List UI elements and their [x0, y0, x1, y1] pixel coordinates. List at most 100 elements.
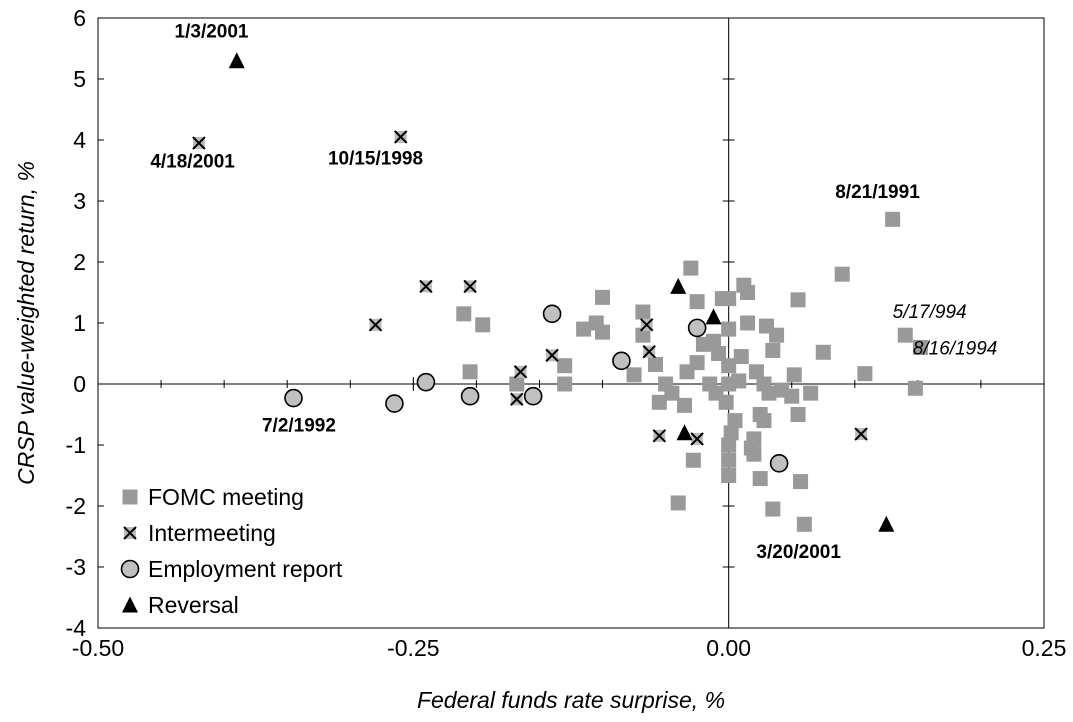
fomc-point: [475, 317, 491, 333]
intermeeting-point: [192, 136, 206, 150]
intermeeting-point: [545, 348, 559, 363]
y-axis-title: CRSP value-weighted return, %: [13, 161, 39, 485]
fomc-point: [786, 367, 802, 383]
intermeeting-point: [652, 429, 667, 443]
fomc-point: [727, 413, 743, 429]
fomc-point: [912, 339, 928, 355]
fomc-point: [721, 358, 737, 374]
fomc-point: [462, 364, 478, 380]
fomc-point: [689, 355, 705, 371]
fomc-point: [761, 385, 777, 401]
fomc-point: [733, 349, 749, 365]
fomc-point: [648, 356, 664, 372]
employment-point: [460, 386, 480, 406]
legend-label: FOMC meeting: [148, 484, 304, 510]
intermeeting-point-stroke: [652, 429, 667, 443]
y-tick-label: -2: [66, 493, 86, 519]
x-axis-title: Federal funds rate surprise, %: [417, 687, 725, 713]
legend-label: Employment report: [148, 556, 343, 582]
fomc-point: [796, 516, 812, 532]
fomc-point: [711, 346, 727, 361]
intermeeting-point-stroke: [463, 279, 477, 294]
fomc-point: [721, 437, 737, 453]
fomc-point: [685, 452, 701, 468]
x-tick-label: -0.50: [72, 635, 124, 661]
y-tick-label: 4: [73, 127, 86, 153]
axes: -4 -3 -2 -1 0 1 2 3 4 5 6 -0.50 -0.25 0.00 0.25: [66, 5, 1067, 661]
annotation-label: 3/20/2001: [756, 542, 841, 563]
intermeeting-point-stroke: [510, 392, 524, 406]
intermeeting-point-stroke: [690, 432, 704, 446]
fomc-point: [834, 266, 850, 282]
intermeeting-point-stroke: [192, 136, 206, 150]
fomc-point: [885, 211, 901, 227]
intermeeting-point-stroke: [854, 427, 868, 441]
fomc-point: [626, 367, 642, 383]
fomc-point: [721, 321, 737, 337]
x-tick-label: 0.25: [1022, 635, 1067, 661]
fomc-point: [857, 366, 873, 382]
legend-intermeeting-marker: [123, 526, 137, 540]
intermeeting-point: [510, 392, 524, 406]
fomc-point: [756, 413, 772, 429]
annotation-label: 1/3/2001: [175, 22, 249, 43]
fomc-point: [790, 407, 806, 422]
reversal-point: [228, 52, 245, 69]
fomc-point: [769, 327, 785, 343]
fomc-point: [635, 327, 651, 343]
intermeeting-point: [642, 344, 656, 359]
fomc-point: [664, 385, 680, 401]
fomc-point: [456, 306, 472, 322]
intermeeting-point-stroke: [545, 348, 559, 363]
fomc-point: [557, 358, 573, 374]
fomc-point: [721, 291, 737, 307]
fomc-point: [746, 446, 762, 462]
fomc-point: [557, 376, 573, 392]
employment-point: [542, 304, 562, 324]
intermeeting-point-stroke: [639, 318, 654, 332]
y-tick-label: -1: [66, 432, 86, 458]
fomc-point: [897, 327, 913, 343]
fomc-point: [746, 431, 762, 447]
intermeeting-point: [463, 279, 477, 294]
intermeeting-point-stroke: [513, 365, 528, 379]
legend-fomc-marker: [122, 489, 138, 505]
annotation-label: 10/15/1998: [328, 148, 423, 169]
x-tick-label: 0.00: [706, 635, 751, 661]
y-tick-label: 3: [73, 188, 86, 214]
annotation-label: 7/2/1992: [262, 416, 336, 437]
intermeeting-point: [690, 432, 704, 446]
intermeeting-point-stroke: [394, 130, 408, 144]
fomc-point: [651, 394, 667, 410]
y-tick-label: -4: [66, 615, 87, 641]
fomc-point: [731, 373, 747, 389]
annotation-label: 4/18/2001: [150, 151, 235, 172]
employment-point: [284, 388, 303, 408]
reversal-point: [670, 277, 687, 294]
intermeeting-point: [854, 427, 868, 441]
fomc-point: [723, 425, 739, 441]
fomc-point: [784, 388, 800, 404]
y-tick-label: 6: [73, 5, 86, 31]
fomc-point: [635, 304, 651, 320]
intermeeting-point-stroke: [642, 344, 656, 359]
fomc-point: [683, 260, 699, 276]
employment-point: [687, 318, 707, 338]
fomc-point: [706, 333, 722, 349]
y-tick-label: 5: [73, 66, 86, 92]
legend: FOMC meeting Intermeeting Employment repor…: [120, 484, 343, 618]
fomc-point: [740, 285, 756, 300]
annotation-label: 8/21/1991: [835, 182, 920, 203]
fomc-point: [748, 364, 764, 380]
fomc-point: [765, 342, 781, 358]
y-tick-label: -3: [66, 554, 86, 580]
fomc-point: [509, 376, 525, 392]
fomc-point: [718, 394, 734, 410]
employment-point: [769, 453, 789, 473]
data-marks: [192, 52, 928, 532]
fomc-point: [740, 315, 756, 331]
intermeeting-point: [639, 318, 654, 332]
annotation-label: 5/17/994: [893, 302, 967, 323]
